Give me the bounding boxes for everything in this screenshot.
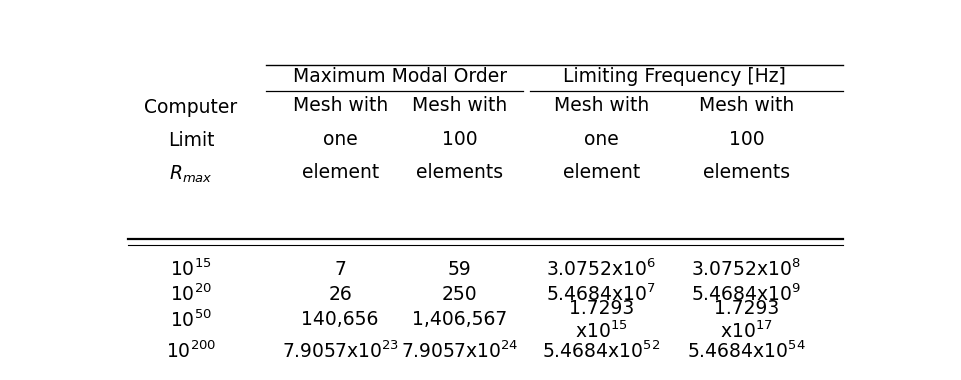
Text: 140,656: 140,656 [301,310,379,329]
Text: Mesh with: Mesh with [698,96,794,115]
Text: one: one [323,130,357,149]
Text: Computer: Computer [144,98,237,117]
Text: 59: 59 [447,260,471,279]
Text: $10^{15}$: $10^{15}$ [170,259,211,280]
Text: $10^{20}$: $10^{20}$ [170,283,211,305]
Text: 100: 100 [727,130,764,149]
Text: $R_{max}$: $R_{max}$ [169,164,212,185]
Text: elements: elements [702,163,789,182]
Text: Maximum Modal Order: Maximum Modal Order [292,67,506,86]
Text: $5.4684\mathrm{x}10^{54}$: $5.4684\mathrm{x}10^{54}$ [686,340,805,361]
Text: $10^{50}$: $10^{50}$ [170,309,211,331]
Text: $5.4684\mathrm{x}10^{52}$: $5.4684\mathrm{x}10^{52}$ [541,340,659,361]
Text: $5.4684\mathrm{x}10^{7}$: $5.4684\mathrm{x}10^{7}$ [546,283,655,305]
Text: $\mathrm{x}10^{15}$: $\mathrm{x}10^{15}$ [575,321,627,342]
Text: 250: 250 [441,285,477,304]
Text: 100: 100 [441,130,477,149]
Text: Mesh with: Mesh with [411,96,506,115]
Text: $3.0752\mathrm{x}10^{8}$: $3.0752\mathrm{x}10^{8}$ [691,259,801,280]
Text: 7: 7 [333,260,346,279]
Text: $7.9057\mathrm{x}10^{23}$: $7.9057\mathrm{x}10^{23}$ [282,340,398,361]
Text: 1,406,567: 1,406,567 [411,310,506,329]
Text: $3.0752\mathrm{x}10^{6}$: $3.0752\mathrm{x}10^{6}$ [546,259,655,280]
Text: one: one [583,130,618,149]
Text: $\mathrm{x}10^{17}$: $\mathrm{x}10^{17}$ [720,321,772,342]
Text: elements: elements [415,163,503,182]
Text: 1.7293: 1.7293 [568,299,633,318]
Text: Limit: Limit [167,131,214,150]
Text: $5.4684\mathrm{x}10^{9}$: $5.4684\mathrm{x}10^{9}$ [691,283,801,305]
Text: element: element [562,163,639,182]
Text: element: element [301,163,379,182]
Text: Limiting Frequency [Hz]: Limiting Frequency [Hz] [562,67,785,86]
Text: Mesh with: Mesh with [553,96,648,115]
Text: 1.7293: 1.7293 [713,299,778,318]
Text: $7.9057\mathrm{x}10^{24}$: $7.9057\mathrm{x}10^{24}$ [401,340,518,361]
Text: $10^{200}$: $10^{200}$ [166,340,216,361]
Text: 26: 26 [328,285,352,304]
Text: Mesh with: Mesh with [292,96,387,115]
